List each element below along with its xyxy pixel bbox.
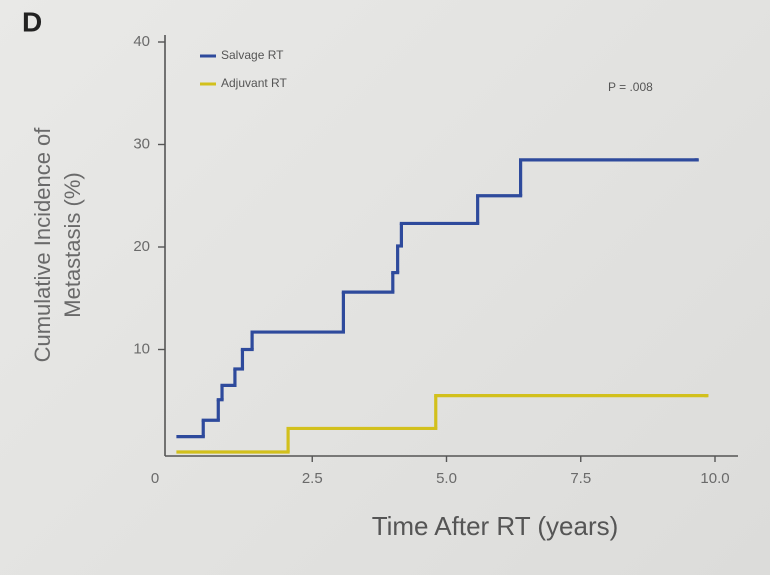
y-tick-label: 10: [133, 340, 150, 357]
x-tick-label: 2.5: [302, 470, 323, 487]
x-tick-label: 7.5: [570, 470, 591, 487]
x-tick-label: 0: [151, 470, 159, 487]
panel-label: D: [22, 6, 42, 37]
x-tick-label: 5.0: [436, 470, 457, 487]
x-axis-label: Time After RT (years): [372, 511, 619, 541]
y-tick-label: 40: [133, 33, 150, 50]
y-tick-label: 20: [133, 238, 150, 255]
y-tick-label: 30: [133, 135, 150, 152]
x-tick-label: 10.0: [700, 470, 729, 487]
y-axis-label: Metastasis (%): [60, 172, 85, 317]
legend-label: Adjuvant RT: [221, 76, 287, 90]
legend-label: Salvage RT: [221, 48, 284, 62]
annotation: P = .008: [608, 80, 653, 94]
y-axis-label: Cumulative Incidence of: [30, 127, 55, 363]
